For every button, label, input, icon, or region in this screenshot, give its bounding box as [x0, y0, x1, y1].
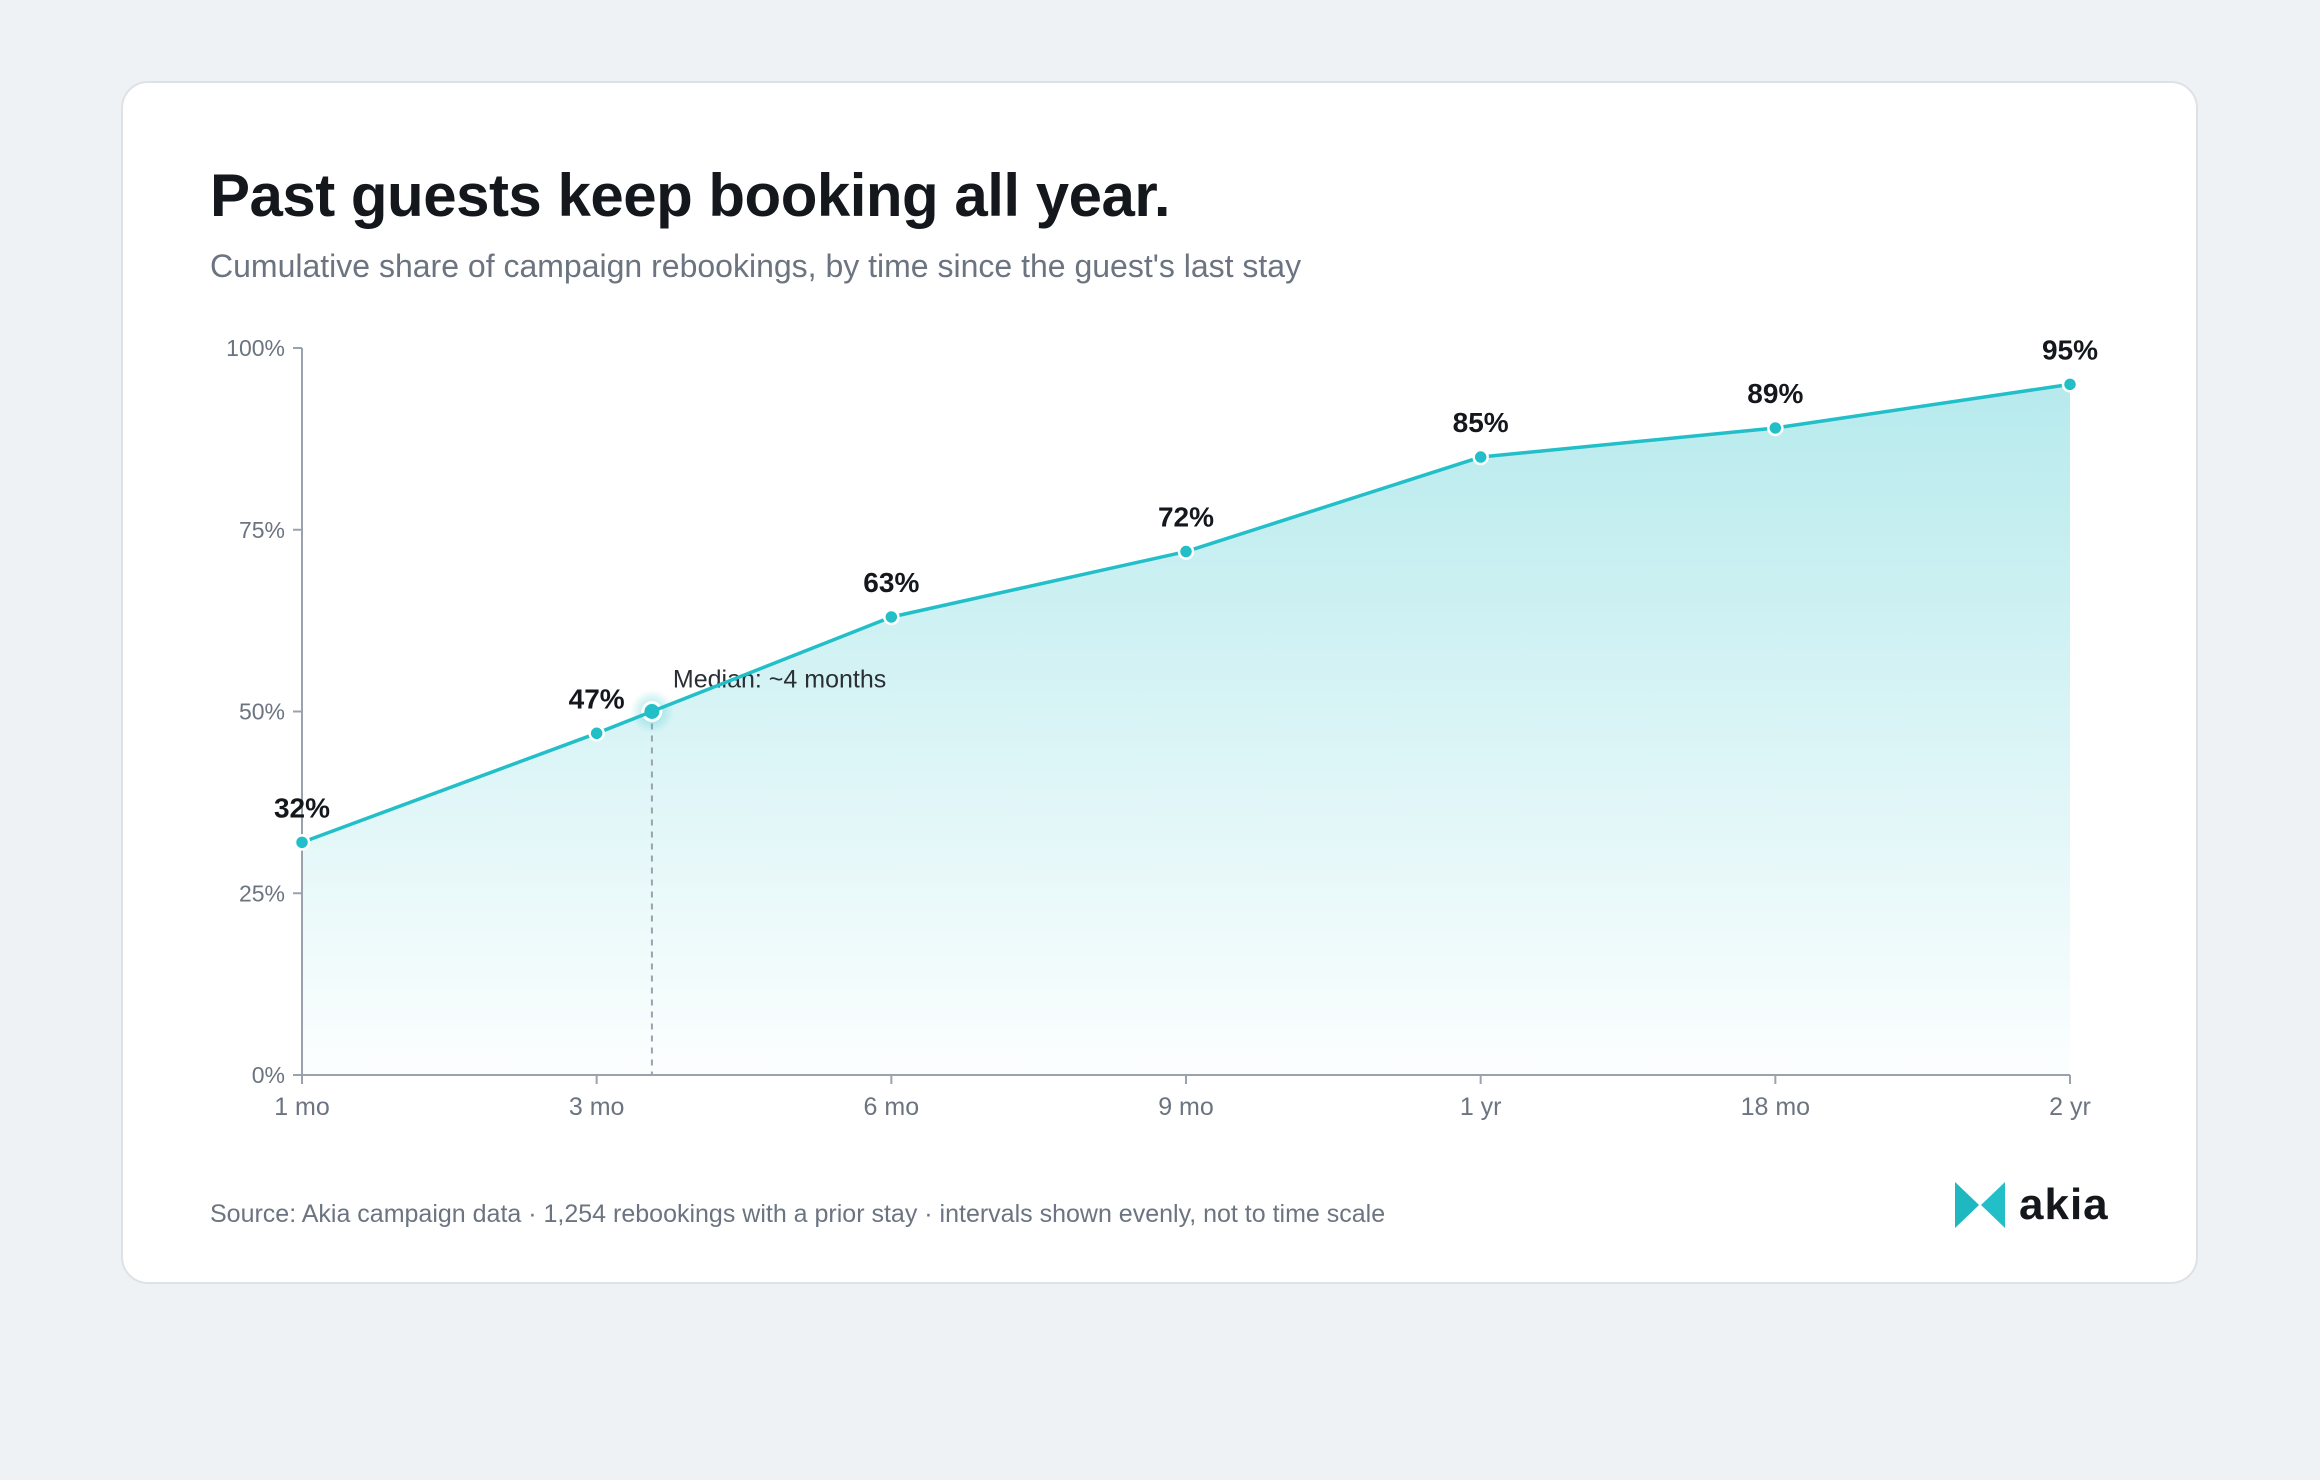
brand: akia: [1955, 1180, 2109, 1230]
y-tick-label: 50%: [239, 699, 285, 725]
data-label: 63%: [863, 567, 919, 598]
x-tick-label: 18 mo: [1741, 1093, 1810, 1121]
akia-logo-icon: [1955, 1182, 2005, 1228]
data-label: 32%: [274, 792, 330, 823]
chart-subtitle: Cumulative share of campaign rebookings,…: [210, 248, 1302, 284]
y-tick-label: 75%: [239, 517, 285, 543]
data-point: [588, 725, 605, 742]
y-tick-label: 25%: [239, 880, 285, 906]
area-fill: [302, 384, 2070, 1076]
data-point: [883, 608, 900, 626]
x-tick-label: 9 mo: [1158, 1093, 1214, 1121]
data-label: 89%: [1747, 378, 1803, 409]
data-point: [293, 834, 311, 851]
source-note: Source: Akia campaign data · 1,254 reboo…: [210, 1200, 1386, 1228]
x-tick-label: 2 yr: [2049, 1093, 2091, 1121]
data-point: [1767, 419, 1784, 437]
data-point: [2061, 376, 2079, 393]
x-tick-label: 1 yr: [1460, 1093, 1502, 1121]
data-label: 47%: [569, 683, 625, 714]
y-tick-label: 0%: [252, 1062, 285, 1088]
data-label: 85%: [1453, 407, 1509, 438]
data-point: [1177, 543, 1195, 560]
x-tick-label: 3 mo: [569, 1093, 625, 1121]
data-label: 72%: [1158, 502, 1214, 533]
brand-name: akia: [2019, 1180, 2109, 1229]
x-tick-label: 6 mo: [864, 1093, 920, 1121]
y-tick-label: 100%: [226, 335, 285, 361]
x-tick-label: 1 mo: [274, 1093, 330, 1121]
data-point: [1472, 448, 1489, 466]
chart-title: Past guests keep booking all year.: [210, 162, 1171, 229]
data-label: 95%: [2042, 334, 2098, 365]
